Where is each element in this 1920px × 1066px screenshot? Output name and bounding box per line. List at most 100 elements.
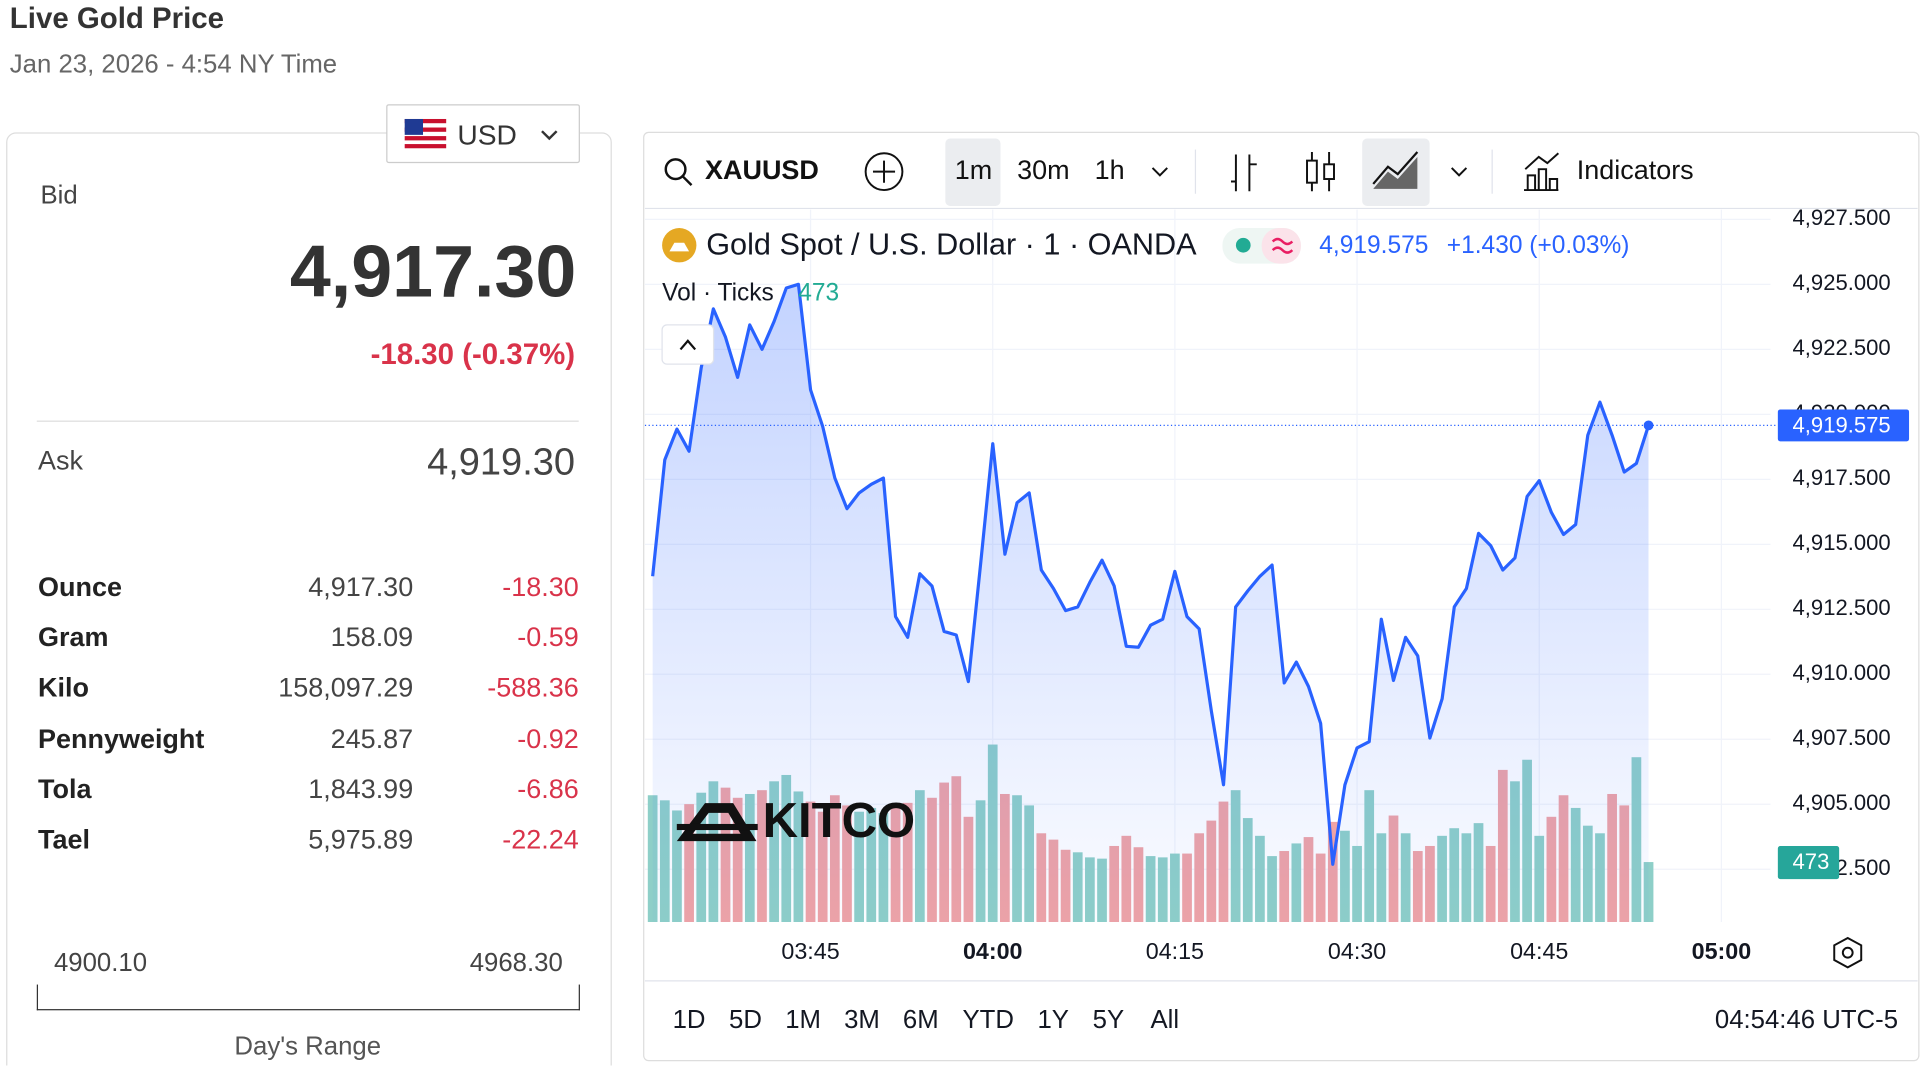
us-flag xyxy=(404,118,447,149)
logo xyxy=(676,823,758,831)
status-pill xyxy=(1261,228,1301,264)
legend-price: 4,919.575 xyxy=(1319,232,1428,259)
unit-price: 1,843.99 xyxy=(308,773,414,805)
logo xyxy=(676,803,757,842)
add-symbol[interactable] xyxy=(864,152,904,192)
unit-name: Ounce xyxy=(38,571,122,603)
last-point xyxy=(1643,420,1654,431)
delayed-icon xyxy=(1271,237,1294,254)
watermark: KITCO xyxy=(676,794,916,848)
symbol-logo xyxy=(669,242,690,252)
area-icon[interactable] xyxy=(1373,156,1418,189)
unit-change: -18.30 xyxy=(502,571,579,603)
unit-price: 245.87 xyxy=(330,723,414,755)
price-badge-label: 4,919.575 xyxy=(1793,412,1891,437)
unit-name: Tael xyxy=(38,823,90,855)
series-title: Gold Spot / U.S. Dollar · 1 · OANDA xyxy=(706,228,1197,262)
legend-change: +1.430 (+0.03%) xyxy=(1447,232,1630,259)
interval-active xyxy=(945,138,1001,206)
y-tick-label: 4,910.000 xyxy=(1793,660,1891,685)
y-tick-label: 4,925.000 xyxy=(1793,270,1891,295)
period-button[interactable]: All xyxy=(1150,1006,1179,1034)
currency-select[interactable]: USD xyxy=(386,104,580,164)
volume-badge xyxy=(1777,846,1840,880)
settings-icon xyxy=(1833,936,1863,969)
unit-name: Pennyweight xyxy=(38,723,205,755)
price-badge xyxy=(1777,409,1910,442)
x-tick-label: 03:45 xyxy=(781,938,839,964)
candle-body xyxy=(1306,159,1318,184)
plus-icon xyxy=(864,152,904,192)
clock: 04:54:46 UTC-5 xyxy=(1715,1006,1898,1034)
candle-body xyxy=(1323,163,1335,180)
chevron[interactable] xyxy=(1151,167,1168,177)
volume-value: 473 xyxy=(798,280,839,307)
currency-label: USD xyxy=(457,118,517,151)
bid-label: Bid xyxy=(40,181,78,210)
x-tick-label: 04:15 xyxy=(1146,938,1204,964)
interval[interactable]: 30m xyxy=(1017,155,1069,185)
candles-icon[interactable] xyxy=(1306,152,1335,192)
symbol: XAUUSD xyxy=(705,155,819,185)
period-button[interactable]: 1M xyxy=(785,1006,821,1034)
volume-badge-label: 473 xyxy=(1793,849,1830,874)
price-line xyxy=(651,282,1651,866)
chevron[interactable] xyxy=(1451,167,1468,177)
price-card xyxy=(6,132,612,1066)
status-dot xyxy=(1235,237,1251,253)
unit-name: Gram xyxy=(38,621,109,653)
collapse-button[interactable] xyxy=(661,324,715,365)
unit-price: 5,975.89 xyxy=(308,823,414,855)
bid-change: -18.30 (-0.37%) xyxy=(370,338,576,372)
y-tick-label: 4,907.500 xyxy=(1793,725,1891,750)
y-tick-label: 4,922.500 xyxy=(1793,335,1891,360)
unit-change: -0.92 xyxy=(517,723,579,755)
unit-change: -0.59 xyxy=(517,621,579,653)
x-tick-label: 05:00 xyxy=(1692,938,1752,964)
unit-price: 158.09 xyxy=(330,621,414,653)
area-icon xyxy=(1372,151,1419,185)
volume-title: Vol · Ticks xyxy=(662,280,774,307)
area-fill xyxy=(652,284,1649,923)
period-button[interactable]: 5D xyxy=(729,1006,762,1034)
period-button[interactable]: 1D xyxy=(673,1006,706,1034)
watermark-text: KITCO xyxy=(763,794,916,848)
search-icon xyxy=(664,158,687,181)
bid-price: 4,917.30 xyxy=(289,230,577,313)
collapse-icon xyxy=(679,339,697,351)
search[interactable]: XAUUSD xyxy=(664,155,819,187)
unit-price: 158,097.29 xyxy=(278,671,414,703)
unit-name: Tola xyxy=(38,773,92,805)
y-tick-label: 4,905.000 xyxy=(1793,790,1891,815)
y-tick-label: 4,917.500 xyxy=(1793,465,1891,490)
indicators[interactable]: Indicators xyxy=(1577,155,1694,185)
bars-icon[interactable] xyxy=(1231,154,1257,192)
indicators-icon[interactable] xyxy=(1524,152,1560,192)
unit-change: -588.36 xyxy=(487,671,579,703)
plus-icon xyxy=(872,160,896,183)
range-label: Day's Range xyxy=(234,1032,382,1061)
period-button[interactable]: 3M xyxy=(844,1006,880,1034)
interval[interactable]: 1m xyxy=(955,155,992,185)
period-button[interactable]: 6M xyxy=(903,1006,939,1034)
x-tick-label: 04:45 xyxy=(1510,938,1568,964)
x-tick-label: 04:30 xyxy=(1328,938,1386,964)
timestamp: Jan 23, 2026 - 4:54 NY Time xyxy=(9,50,338,79)
unit-price: 4,917.30 xyxy=(308,571,414,603)
unit-change: -6.86 xyxy=(517,773,579,805)
unit-name: Kilo xyxy=(38,671,89,703)
settings[interactable] xyxy=(1833,936,1863,969)
y-tick-label: 4,927.500 xyxy=(1793,205,1891,230)
y-tick-label: 4,912.500 xyxy=(1793,595,1891,620)
settings-icon xyxy=(1841,946,1854,959)
interval[interactable]: 1h xyxy=(1095,155,1125,185)
period-button[interactable]: YTD xyxy=(962,1006,1013,1034)
unit-change: -22.24 xyxy=(502,823,579,855)
range-high: 4968.30 xyxy=(469,949,563,978)
y-tick-label: 4,915.000 xyxy=(1793,530,1891,555)
range-bar xyxy=(36,984,580,1011)
period-button[interactable]: 5Y xyxy=(1093,1006,1124,1034)
period-button[interactable]: 1Y xyxy=(1037,1006,1068,1034)
